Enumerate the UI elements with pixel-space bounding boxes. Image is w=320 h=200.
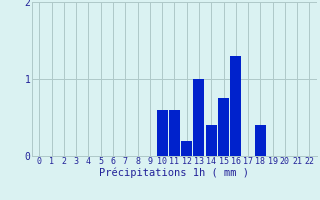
Bar [218,98,229,156]
Bar [206,125,217,156]
Bar [169,110,180,156]
Bar [255,125,266,156]
Bar [193,79,204,156]
Bar [230,56,241,156]
Bar [181,141,192,156]
Bar [156,110,168,156]
X-axis label: Précipitations 1h ( mm ): Précipitations 1h ( mm ) [100,168,249,178]
